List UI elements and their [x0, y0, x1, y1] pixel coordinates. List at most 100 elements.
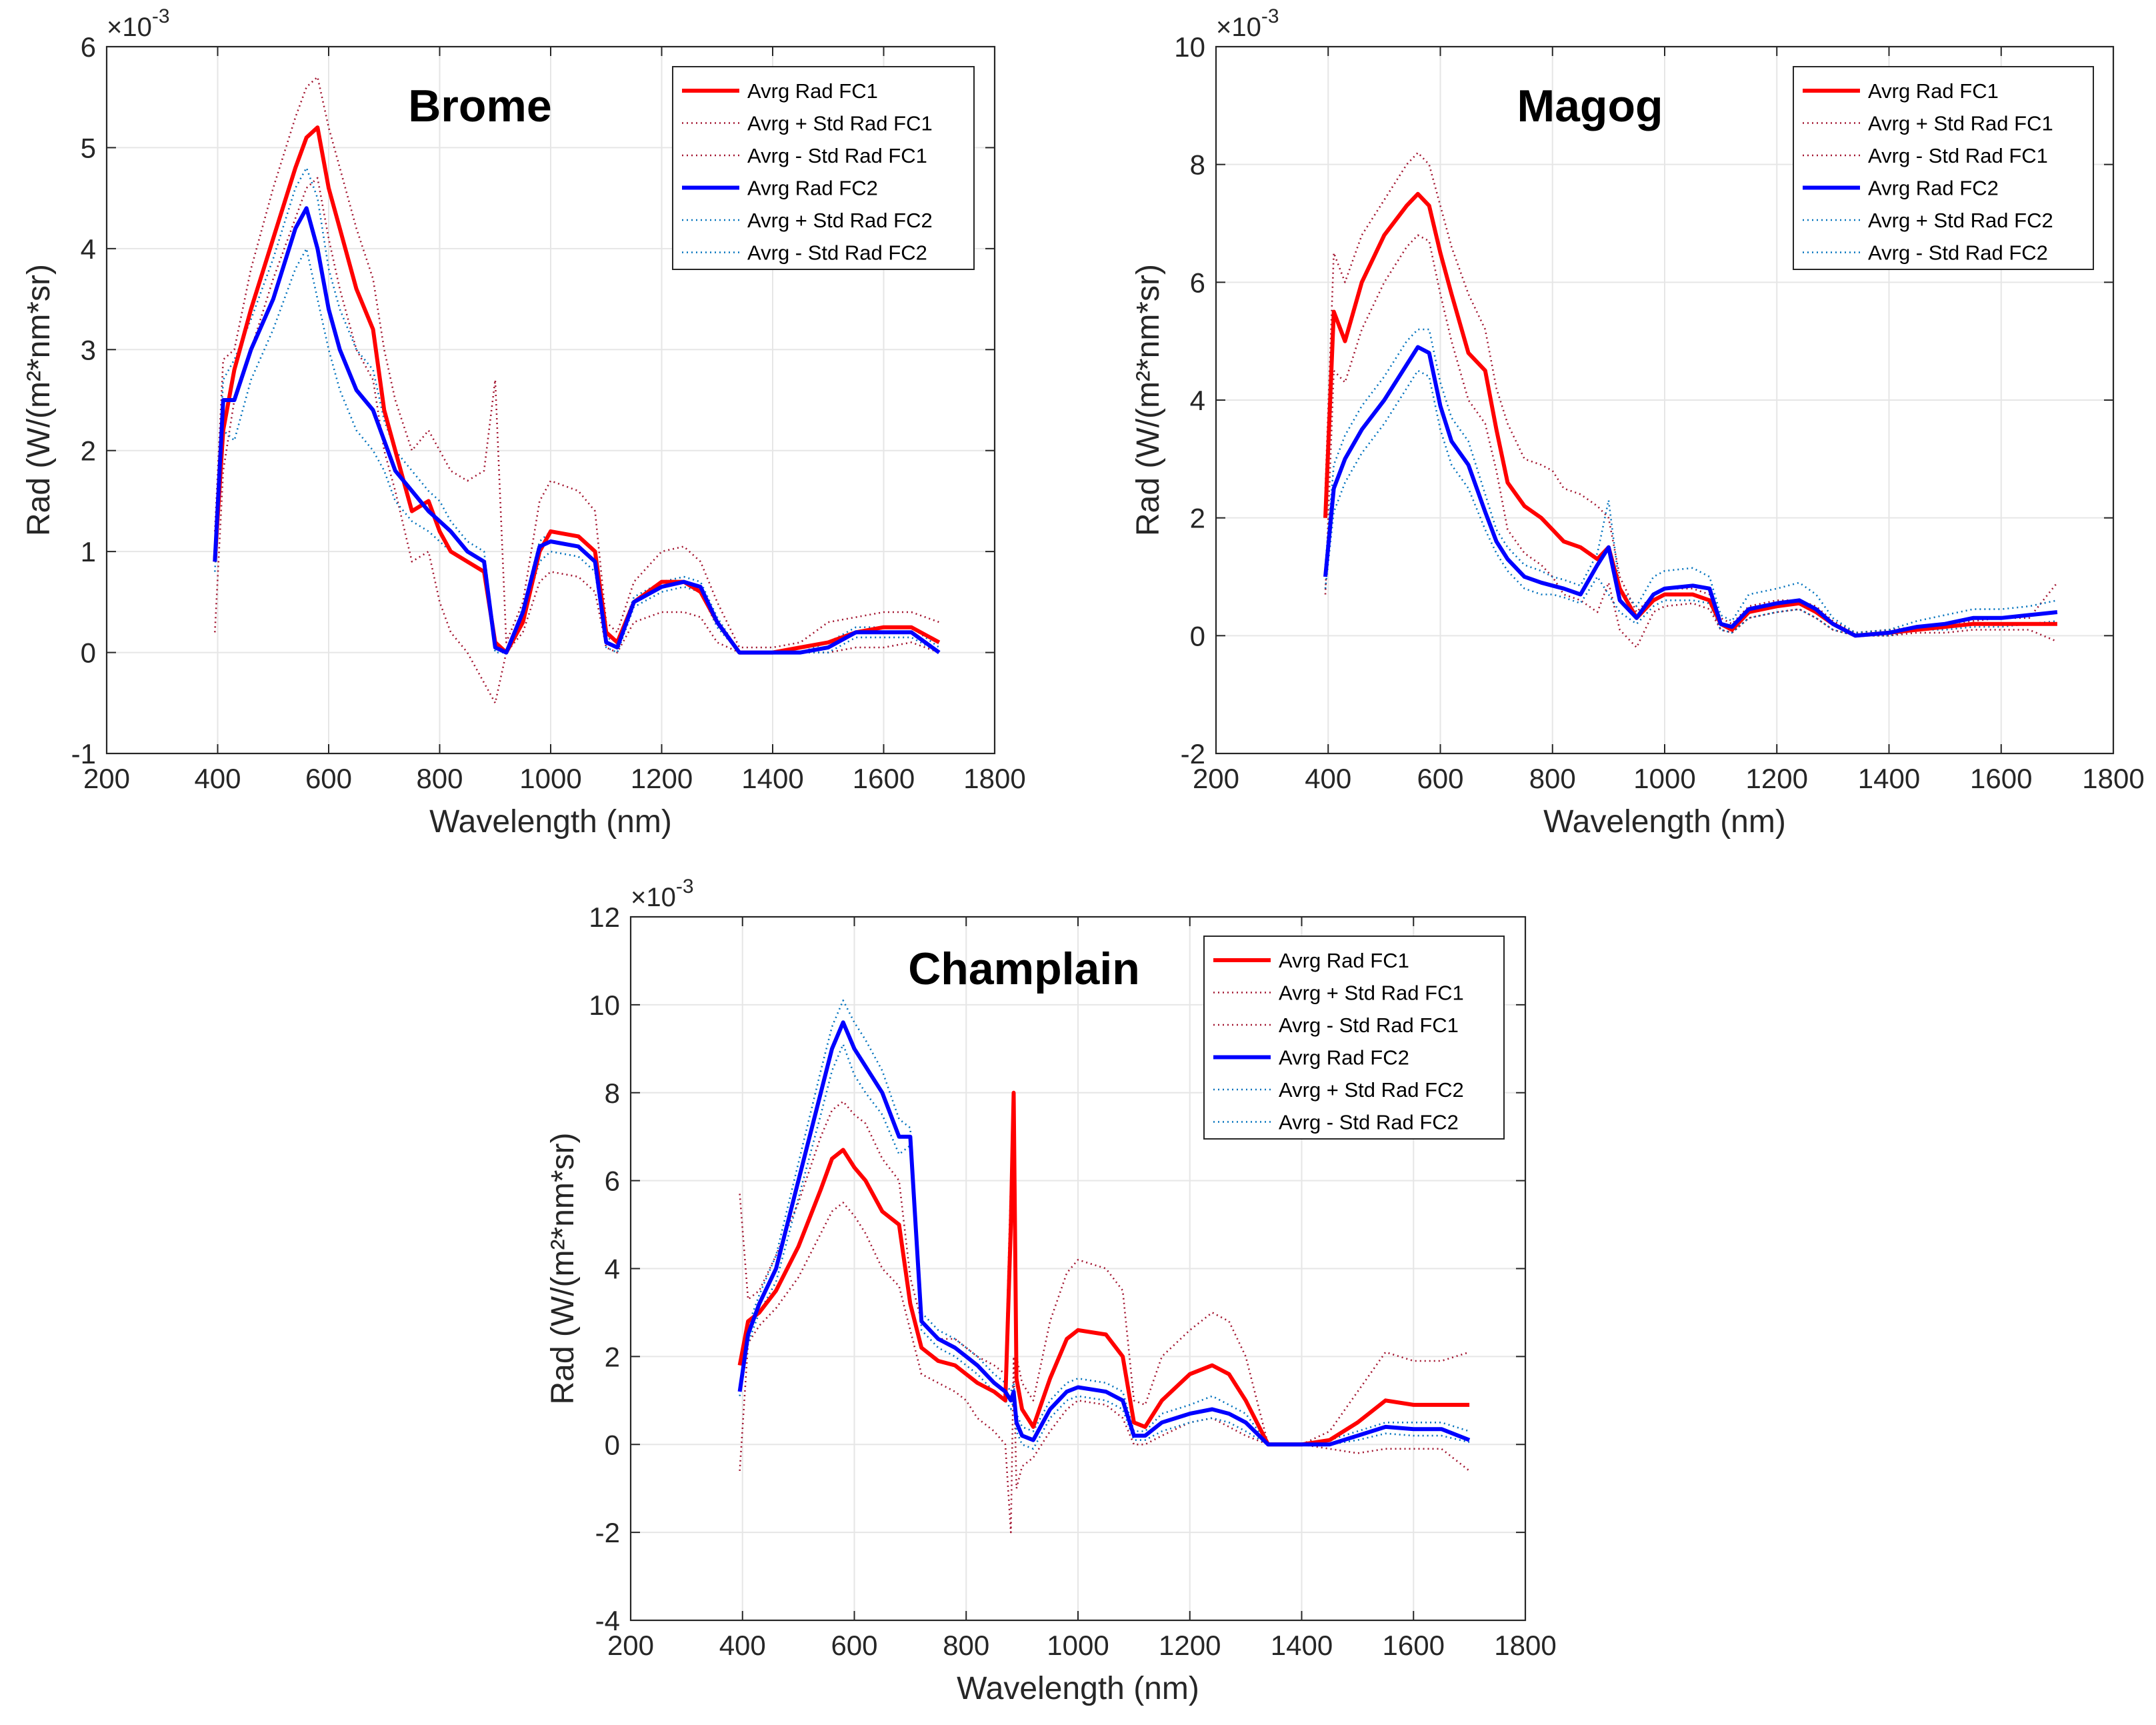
chart-title: Magog: [1517, 81, 1663, 131]
x-tick-label: 1000: [1633, 763, 1695, 794]
series-line-avrg-std-rad-fc2: [739, 1043, 1470, 1450]
y-tick-label: 8: [1190, 149, 1205, 181]
y-multiplier: ×10-3: [1216, 5, 1279, 42]
x-axis-label: Wavelength (nm): [957, 1671, 1199, 1706]
legend-label: Avrg - Std Rad FC1: [747, 144, 927, 167]
x-tick-label: 400: [194, 763, 241, 794]
x-tick-label: 600: [1417, 763, 1463, 794]
x-tick-label: 1600: [1970, 763, 2032, 794]
legend-label: Avrg - Std Rad FC2: [1868, 241, 2048, 265]
x-tick-label: 800: [943, 1630, 989, 1661]
series-line-avrg-rad-fc2: [1323, 345, 2058, 638]
legend-label: Avrg - Std Rad FC2: [747, 241, 927, 265]
x-tick-label: 1400: [1858, 763, 1920, 794]
y-tick-label: 6: [605, 1166, 620, 1197]
series-line-avrg-std-rad-fc1: [1324, 234, 2058, 649]
legend-label: Avrg Rad FC1: [1279, 949, 1409, 972]
x-tick-label: 600: [831, 1630, 877, 1661]
series-line-avrg-rad-fc1: [737, 1090, 1470, 1447]
chart-panel-1: 200 400 600 800 1000 1200 1400 1600 1800 -1 0 1 2 3 4 5…: [21, 5, 1026, 839]
chart-title: Brome: [408, 81, 551, 131]
x-tick-label: 1400: [1271, 1630, 1333, 1661]
y-tick-label: 3: [81, 334, 96, 365]
y-tick-label: 2: [81, 435, 96, 467]
legend-label: Avrg Rad FC2: [1868, 177, 1999, 200]
y-tick-label: 6: [81, 31, 96, 63]
x-tick-label: 800: [416, 763, 463, 794]
x-tick-label: 1800: [963, 763, 1025, 794]
legend-label: Avrg + Std Rad FC1: [747, 112, 933, 135]
y-multiplier-exponent: -3: [152, 5, 170, 27]
x-tick-label: 200: [607, 1630, 654, 1661]
y-multiplier-exponent: -3: [676, 876, 694, 898]
y-tick-label: 4: [81, 233, 96, 265]
x-tick-label: 800: [1529, 763, 1576, 794]
legend-label: Avrg + Std Rad FC1: [1868, 112, 2053, 135]
y-multiplier-base: ×10: [107, 13, 152, 42]
legend-label: Avrg - Std Rad FC1: [1868, 144, 2048, 167]
x-axis-label: Wavelength (nm): [429, 804, 672, 839]
chart-panel-2: 200 400 600 800 1000 1200 1400 1600 1800 -2 0 2 4 6 8 1…: [1131, 5, 2145, 839]
x-axis-label: Wavelength (nm): [1543, 804, 1786, 839]
x-tick-label: 1400: [741, 763, 803, 794]
x-tick-label: 1800: [1494, 1630, 1556, 1661]
legend-box: [672, 66, 975, 270]
x-tick-label: 1200: [1746, 763, 1808, 794]
x-tick-label: 1000: [519, 763, 581, 794]
x-tick-label: 1200: [1159, 1630, 1221, 1661]
legend-label: Avrg Rad FC1: [747, 79, 878, 103]
legend-box: [1203, 936, 1505, 1140]
legend: Avrg Rad FC1 Avrg + Std Rad FC1 Avrg - Std…: [672, 66, 975, 270]
y-multiplier-base: ×10: [1216, 13, 1261, 42]
y-tick-label: 5: [81, 132, 96, 163]
chart-panel-3: 200 400 600 800 1000 1200 1400 1600 1800 -4 -2 0 2 4 6…: [545, 876, 1557, 1706]
y-tick-label: -1: [71, 738, 96, 769]
series-group: [737, 1000, 1471, 1534]
chart-title: Champlain: [908, 944, 1140, 994]
y-tick-label: 4: [605, 1254, 620, 1285]
y-tick-label: -2: [1181, 738, 1205, 769]
legend: Avrg Rad FC1 Avrg + Std Rad FC1 Avrg - Std…: [1203, 936, 1505, 1140]
y-axis-label: Rad (W/(m²*nm*sr): [545, 1133, 581, 1405]
series-line-avrg-std-rad-fc1: [214, 76, 940, 649]
series-line-avrg-rad-fc2: [213, 206, 941, 655]
legend-label: Avrg + Std Rad FC2: [1868, 209, 2053, 232]
x-tick-label: 1800: [2082, 763, 2144, 794]
y-tick-label: 12: [589, 902, 620, 933]
legend-label: Avrg Rad FC2: [1279, 1046, 1409, 1070]
legend-label: Avrg - Std Rad FC1: [1279, 1014, 1459, 1037]
y-tick-label: 2: [1190, 503, 1205, 534]
legend-label: Avrg + Std Rad FC1: [1279, 982, 1464, 1005]
x-tick-label: 1600: [1383, 1630, 1445, 1661]
legend-label: Avrg - Std Rad FC2: [1279, 1111, 1459, 1134]
legend: Avrg Rad FC1 Avrg + Std Rad FC1 Avrg - Std…: [1793, 66, 2094, 270]
gridlines: [1216, 47, 2113, 753]
y-tick-label: 0: [1190, 620, 1205, 651]
series-line-avrg-std-rad-fc2: [1324, 369, 2058, 637]
legend-label: Avrg Rad FC1: [1868, 79, 1999, 103]
y-tick-label: -2: [595, 1517, 620, 1548]
series-line-avrg-rad-fc2: [737, 1020, 1471, 1447]
series-group: [1323, 151, 2058, 649]
series-line-avrg-std-rad-fc1: [739, 1202, 1470, 1534]
y-axis-label: Rad (W/(m²*nm*sr): [1131, 264, 1166, 536]
y-tick-label: 2: [605, 1341, 620, 1372]
series-group: [213, 76, 941, 704]
legend-label: Avrg + Std Rad FC2: [747, 209, 933, 232]
x-tick-label: 1000: [1047, 1630, 1109, 1661]
x-tick-label: 400: [1305, 763, 1351, 794]
y-multiplier-base: ×10: [631, 883, 676, 912]
legend-box: [1793, 66, 2094, 270]
legend-label: Avrg + Std Rad FC2: [1279, 1078, 1464, 1102]
y-tick-label: 6: [1190, 267, 1205, 298]
x-tick-label: 1200: [631, 763, 693, 794]
x-tick-label: 400: [719, 1630, 766, 1661]
x-tick-label: 200: [83, 763, 130, 794]
x-tick-label: 600: [305, 763, 352, 794]
legend-label: Avrg Rad FC2: [747, 177, 878, 200]
y-tick-label: 8: [605, 1078, 620, 1109]
x-tick-label: 1600: [853, 763, 915, 794]
y-tick-label: 0: [605, 1429, 620, 1460]
y-tick-label: 10: [1174, 31, 1205, 63]
